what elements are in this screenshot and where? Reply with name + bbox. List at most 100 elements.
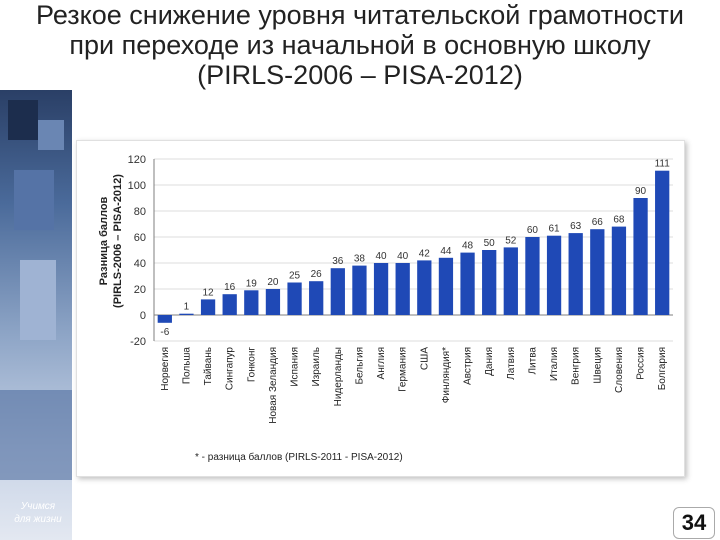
x-tick-label: США: [419, 347, 430, 370]
value-labels: -6 1 12 16 19 20 25 26 36 38 40 40 42 44 48 50 52 60 61 63 6…: [160, 159, 670, 338]
photo-block: [14, 170, 54, 230]
value-label: 40: [376, 251, 388, 262]
chart-footnote: * - разница баллов (PIRLS-2011 - PISA-20…: [195, 451, 403, 463]
motto-line-2: для жизни: [14, 514, 62, 525]
bar: [309, 281, 324, 315]
x-tick-label: Испания: [290, 347, 301, 387]
y-tick-label: 120: [128, 154, 146, 166]
value-label: 42: [419, 248, 431, 259]
photo-block: [38, 120, 64, 150]
bar: [330, 268, 345, 315]
x-tick-label: Тайвань: [203, 347, 214, 385]
value-label: 68: [613, 215, 625, 226]
x-tick-label: Нидерланды: [333, 347, 344, 406]
bar: [655, 170, 670, 315]
y-tick-label: 0: [140, 310, 146, 322]
y-tick-label: 60: [134, 232, 146, 244]
x-tick-label: Гонконг: [246, 347, 257, 382]
y-tick-label: 40: [134, 258, 146, 270]
bar: [244, 290, 259, 315]
value-label: 25: [289, 271, 301, 282]
x-tick-label: Англия: [376, 347, 387, 379]
value-label: 52: [505, 235, 517, 246]
x-tick-label: Болгария: [657, 347, 668, 390]
x-tick-label: Италия: [549, 347, 560, 381]
value-label: 16: [224, 282, 236, 293]
x-tick-label: Россия: [636, 347, 647, 380]
value-label: 36: [332, 256, 344, 267]
value-label: 50: [484, 238, 496, 249]
bars: [157, 170, 670, 323]
value-label: 66: [592, 217, 604, 228]
x-tick-label: Латвия: [506, 347, 517, 380]
bar: [438, 257, 454, 315]
bar: [157, 315, 172, 323]
value-label: 111: [655, 159, 671, 170]
x-tick-label: Дания: [484, 347, 495, 376]
value-label: 20: [267, 277, 279, 288]
x-axis-labels: Норвегия Польша Тайвань Сингапур Гонконг Нова…: [160, 347, 668, 424]
value-label: 26: [311, 269, 323, 280]
value-label: 38: [354, 254, 366, 265]
value-label: 40: [397, 251, 409, 262]
x-tick-label: Норвегия: [160, 347, 171, 391]
value-label: 12: [203, 287, 215, 298]
bar: [287, 282, 302, 315]
y-tick-label: 100: [128, 180, 146, 192]
x-tick-label: Венгрия: [571, 347, 582, 385]
x-tick-label: Германия: [398, 347, 409, 392]
bar: [568, 233, 583, 315]
x-tick-label: Польша: [181, 347, 192, 385]
bar: [222, 294, 237, 315]
value-label: 19: [246, 278, 258, 289]
x-tick-label: Литва: [527, 347, 538, 375]
value-label: 90: [635, 186, 647, 197]
bar: [352, 265, 367, 315]
motto: Учимся для жизни: [6, 500, 70, 526]
bar: [395, 263, 410, 315]
bar: [460, 252, 475, 315]
y-axis-label-2: (PIRLS-2006 – PISA-2012): [112, 174, 124, 308]
bar: [200, 299, 216, 315]
page-number: 34: [673, 507, 715, 539]
gridlines: [153, 158, 673, 342]
value-label: 48: [462, 241, 474, 252]
bar: [265, 289, 281, 315]
photo-block: [0, 390, 72, 480]
bar: [503, 247, 518, 315]
y-tick-label: -20: [130, 336, 146, 348]
chart-panel: -20 0 20 40 60 80 100 120 -6 1 12 16 19 20 25 26 36 38 40…: [76, 140, 685, 477]
y-axis-label: Разница баллов: [98, 196, 110, 285]
y-axis-ticks: -20 0 20 40 60 80 100 120: [128, 154, 146, 348]
bar: [373, 263, 389, 315]
y-tick-label: 80: [134, 206, 146, 218]
y-tick-label: 20: [134, 284, 146, 296]
bar: [179, 313, 194, 315]
photo-block: [8, 100, 38, 140]
value-label: 44: [440, 246, 452, 257]
bar: [482, 250, 497, 315]
page-title: Резкое снижение уровня читательской грам…: [36, 0, 684, 90]
x-tick-label: Бельгия: [354, 347, 365, 385]
value-label: -6: [160, 327, 169, 338]
value-label: 60: [527, 225, 539, 236]
decorative-photo-strip: [0, 90, 72, 540]
x-tick-label: Австрия: [463, 347, 474, 385]
bar: [525, 237, 540, 315]
value-label: 63: [570, 221, 582, 232]
x-tick-label: Израиль: [311, 347, 322, 387]
bar: [546, 235, 562, 315]
value-label: 61: [549, 224, 561, 235]
x-tick-label: Словения: [614, 347, 625, 393]
photo-block: [20, 260, 56, 340]
bar: [417, 260, 432, 315]
x-tick-label: Сингапур: [225, 347, 236, 391]
x-tick-label: Швеция: [592, 347, 603, 384]
bar-chart: -20 0 20 40 60 80 100 120 -6 1 12 16 19 20 25 26 36 38 40…: [98, 154, 673, 463]
motto-line-1: Учимся: [20, 501, 56, 512]
x-tick-label: Новая Зеландия: [268, 347, 279, 424]
bar: [633, 198, 648, 315]
x-tick-label: Финляндия*: [441, 347, 452, 403]
bar: [590, 229, 605, 315]
value-label: 1: [184, 302, 190, 313]
